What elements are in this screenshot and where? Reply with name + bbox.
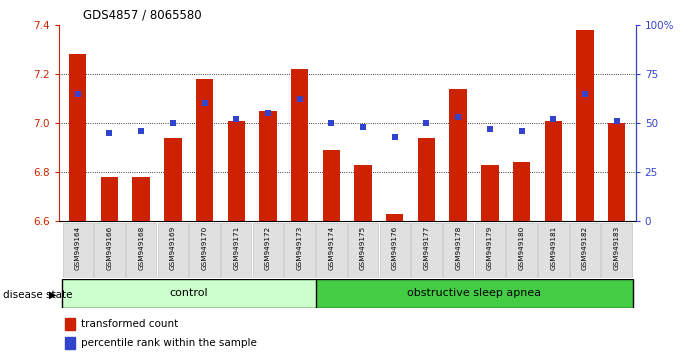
Text: GSM949166: GSM949166 [106,226,113,270]
Text: GSM949169: GSM949169 [170,226,176,270]
FancyBboxPatch shape [601,223,632,278]
Text: ▶: ▶ [49,290,57,299]
FancyBboxPatch shape [507,223,537,278]
Text: GSM949182: GSM949182 [582,226,588,270]
FancyBboxPatch shape [253,223,283,278]
Text: GSM949183: GSM949183 [614,226,620,270]
FancyBboxPatch shape [221,223,252,278]
Bar [101,177,118,221]
Bar [323,150,340,221]
Bar [64,318,75,330]
Bar [69,54,86,221]
Bar [545,121,562,221]
Bar [227,121,245,221]
Text: GSM949175: GSM949175 [360,226,366,270]
FancyBboxPatch shape [379,223,410,278]
Text: transformed count: transformed count [81,319,178,329]
Bar [608,123,625,221]
Bar [513,162,530,221]
Bar [354,165,372,221]
Text: GSM949173: GSM949173 [296,226,303,270]
Text: percentile rank within the sample: percentile rank within the sample [81,338,256,348]
Text: GSM949176: GSM949176 [392,226,398,270]
FancyBboxPatch shape [570,223,600,278]
FancyBboxPatch shape [475,223,505,278]
Bar [481,165,499,221]
Bar [449,88,467,221]
Text: GSM949179: GSM949179 [487,226,493,270]
Text: GSM949181: GSM949181 [550,226,556,270]
Text: control: control [169,289,208,298]
FancyBboxPatch shape [126,223,156,278]
Text: disease state: disease state [3,290,73,299]
Text: GSM949178: GSM949178 [455,226,461,270]
FancyBboxPatch shape [316,279,632,308]
Bar [386,214,404,221]
FancyBboxPatch shape [94,223,124,278]
FancyBboxPatch shape [62,279,316,308]
Text: GSM949168: GSM949168 [138,226,144,270]
Text: GSM949177: GSM949177 [424,226,430,270]
FancyBboxPatch shape [189,223,220,278]
Bar [291,69,308,221]
FancyBboxPatch shape [316,223,347,278]
FancyBboxPatch shape [63,223,93,278]
Text: GSM949174: GSM949174 [328,226,334,270]
FancyBboxPatch shape [443,223,473,278]
Bar [418,138,435,221]
FancyBboxPatch shape [411,223,442,278]
Text: GSM949164: GSM949164 [75,226,81,270]
Bar [259,111,276,221]
FancyBboxPatch shape [538,223,569,278]
Text: GSM949180: GSM949180 [518,226,524,270]
FancyBboxPatch shape [348,223,378,278]
Bar [576,30,594,221]
Text: GSM949171: GSM949171 [234,226,239,270]
Bar [196,79,214,221]
Text: obstructive sleep apnea: obstructive sleep apnea [407,289,541,298]
Text: GSM949172: GSM949172 [265,226,271,270]
FancyBboxPatch shape [158,223,188,278]
Bar [164,138,182,221]
FancyBboxPatch shape [285,223,315,278]
Bar [64,337,75,349]
Text: GDS4857 / 8065580: GDS4857 / 8065580 [83,9,202,22]
Bar [133,177,150,221]
Text: GSM949170: GSM949170 [202,226,207,270]
